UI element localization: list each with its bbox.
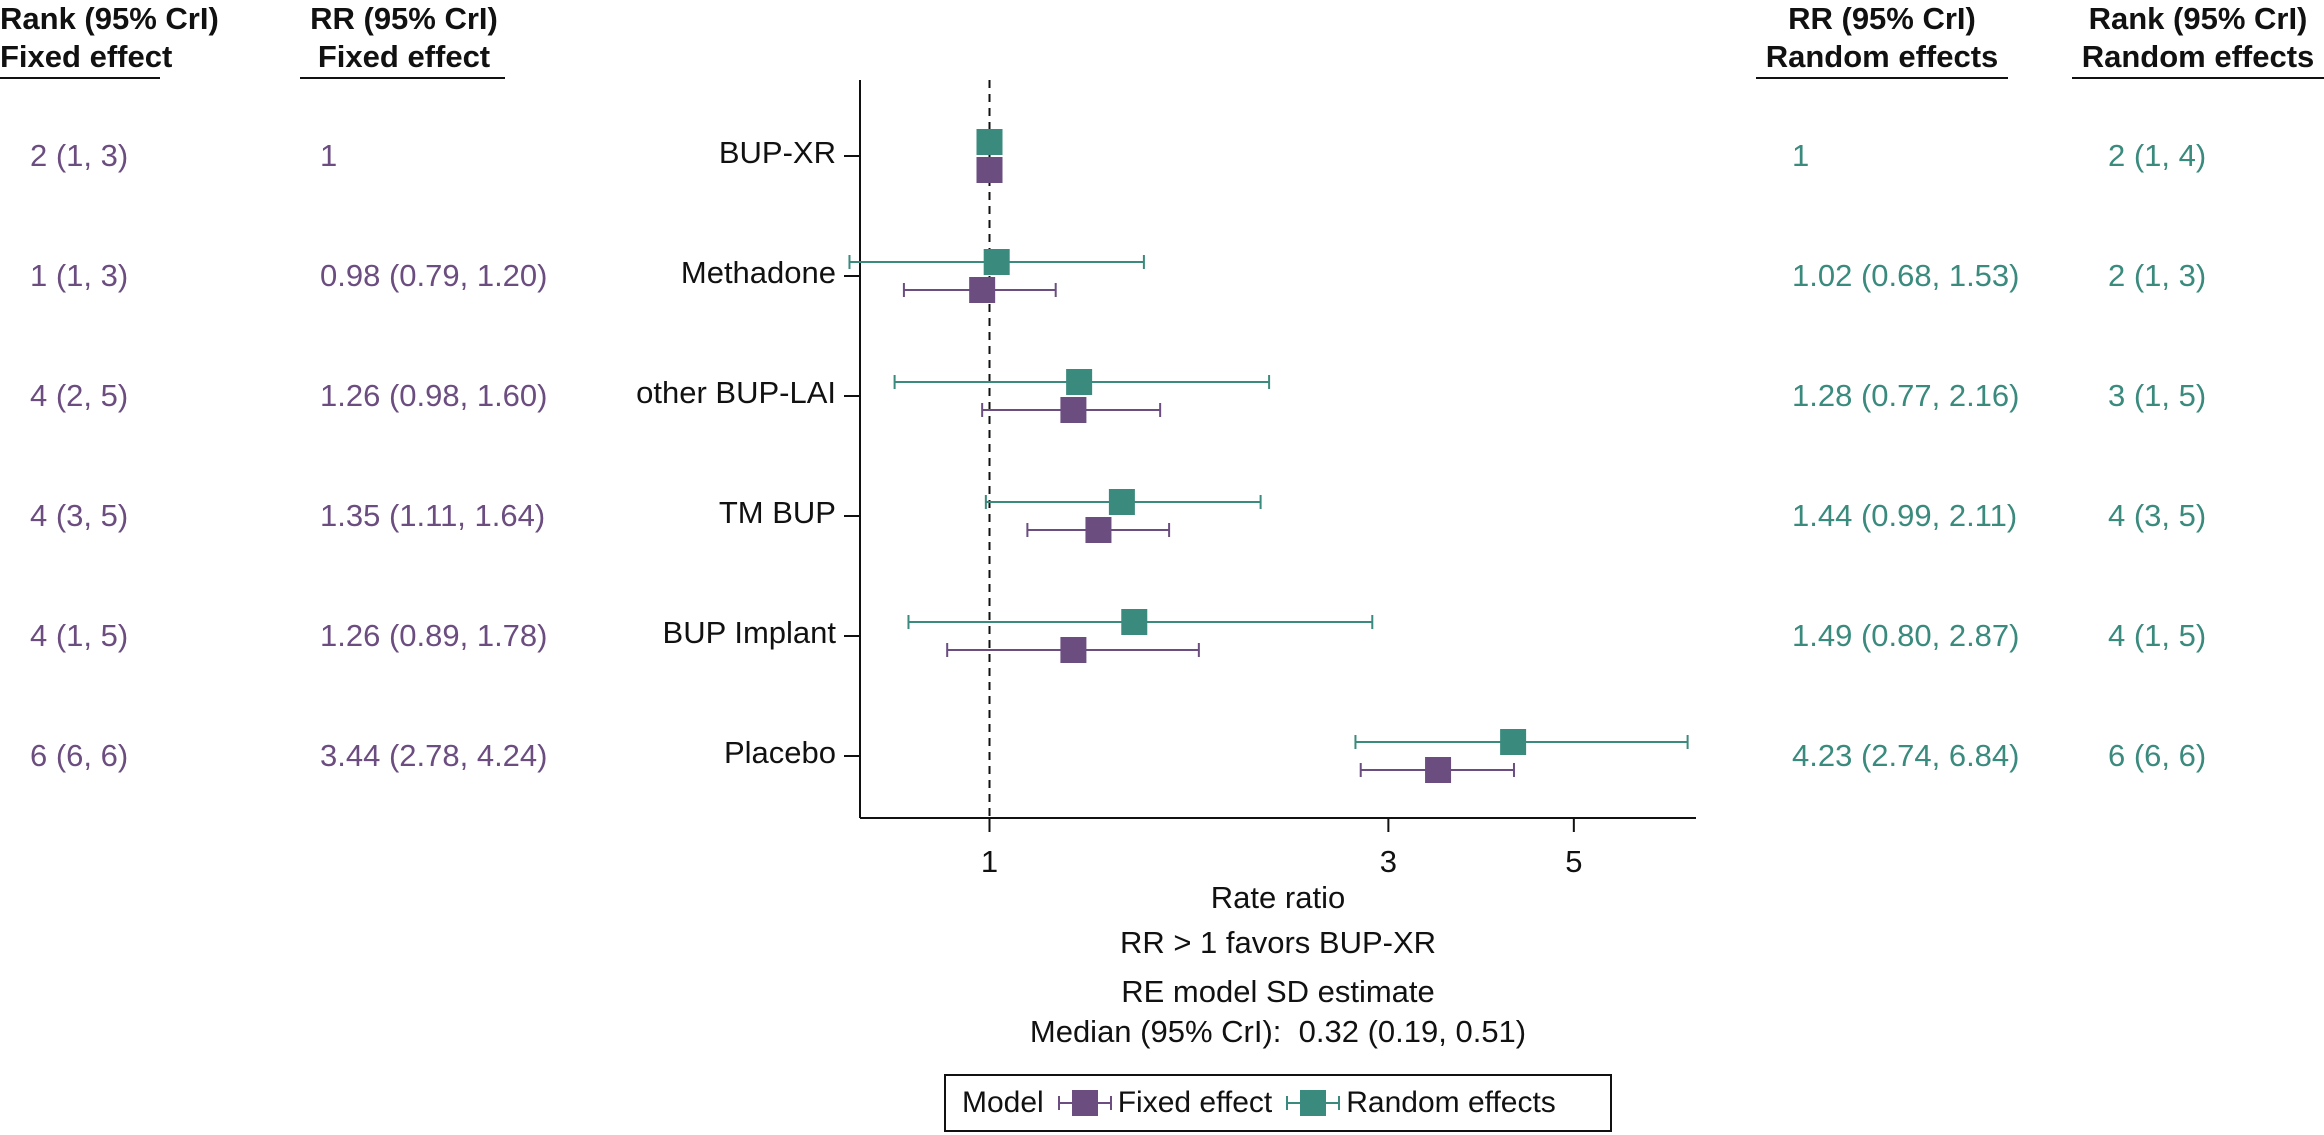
plot-marks	[844, 80, 1689, 832]
header-fixed-rr-rule	[300, 77, 505, 79]
random-rr-cell: 1.02 (0.68, 1.53)	[1792, 258, 2020, 293]
fixed-effect-point	[1060, 637, 1087, 663]
random-effects-point	[1066, 369, 1093, 395]
random-effects-point	[983, 249, 1010, 275]
fixed-rank-cell: 6 (6, 6)	[30, 738, 129, 773]
header-random-rr-line1: RR (95% CrI)	[1788, 1, 1976, 36]
fixed-effect-point	[1060, 397, 1087, 423]
legend-random-label: Random effects	[1346, 1086, 1556, 1119]
x-axis-title: Rate ratio	[1211, 880, 1345, 915]
legend-fixed-symbol	[1057, 1086, 1112, 1120]
random-rank-cell: 2 (1, 3)	[2108, 258, 2207, 293]
y-labels: BUP-XR Methadone other BUP-LAI TM BUP BU…	[636, 135, 836, 770]
random-rr-cell: 1.49 (0.80, 2.87)	[1792, 618, 2020, 653]
sd-estimate-value: Median (95% CrI): 0.32 (0.19, 0.51)	[1030, 1014, 1526, 1049]
fixed-effect-point	[969, 277, 996, 303]
random-effects-point	[1500, 729, 1527, 755]
plot-frame	[859, 80, 1696, 819]
y-tick-label: Methadone	[681, 255, 836, 290]
favors-note: RR > 1 favors BUP-XR	[1120, 925, 1436, 960]
y-tick-label: BUP Implant	[663, 615, 837, 650]
plot-notes: Rate ratio RR > 1 favors BUP-XR RE model…	[1030, 880, 1526, 1049]
fixed-rank-cell: 1 (1, 3)	[30, 258, 129, 293]
header-fixed-rr: RR (95% CrI) Fixed effect	[300, 0, 508, 76]
y-tick-label: Placebo	[724, 735, 836, 770]
header-random-rr-rule	[1756, 77, 2008, 79]
x-labels: 1 3 5	[981, 844, 1583, 879]
fixed-rr-cell: 1.26 (0.98, 1.60)	[320, 378, 548, 413]
header-fixed-rr-line2: Fixed effect	[317, 39, 491, 74]
fixed-rr-cell: 0.98 (0.79, 1.20)	[320, 258, 548, 293]
x-tick-label: 3	[1380, 844, 1397, 879]
fixed-effect-point	[1085, 517, 1112, 543]
fixed-rr-cell: 1	[320, 138, 338, 173]
header-fixed-rr-line1: RR (95% CrI)	[310, 1, 498, 36]
header-fixed-rank-line2: Fixed effect	[0, 39, 173, 74]
fixed-effect-point	[1425, 757, 1452, 783]
fixed-rr-cell: 1.35 (1.11, 1.64)	[320, 498, 546, 533]
legend-fixed-label: Fixed effect	[1117, 1086, 1273, 1119]
header-random-rank-line1: Rank (95% CrI)	[2088, 1, 2308, 36]
random-rr-cell: 4.23 (2.74, 6.84)	[1792, 738, 2020, 773]
header-random-rr-line2: Random effects	[1765, 39, 1999, 74]
random-rank-cell: 4 (1, 5)	[2108, 618, 2207, 653]
random-rank-cell: 4 (3, 5)	[2108, 498, 2207, 533]
y-tick-label: BUP-XR	[719, 135, 836, 170]
fixed-effect-point	[976, 157, 1003, 183]
header-random-rank: Rank (95% CrI) Random effects	[2072, 0, 2324, 76]
random-effects-point	[1121, 609, 1148, 635]
header-fixed-rank-rule	[0, 77, 160, 79]
random-rank-cell: 3 (1, 5)	[2108, 378, 2207, 413]
random-rank-cell: 6 (6, 6)	[2108, 738, 2207, 773]
fixed-rank-cell: 4 (1, 5)	[30, 618, 129, 653]
random-rank-cell: 2 (1, 4)	[2108, 138, 2207, 173]
fixed-rr-cell: 3.44 (2.78, 4.24)	[320, 738, 548, 773]
fixed-rr-cell: 1.26 (0.89, 1.78)	[320, 618, 548, 653]
x-tick-label: 5	[1565, 844, 1582, 879]
sd-estimate-title: RE model SD estimate	[1121, 974, 1435, 1009]
random-rr-cell: 1.28 (0.77, 2.16)	[1792, 378, 2020, 413]
header-random-rank-rule	[2072, 77, 2324, 79]
fixed-rank-cell: 4 (2, 5)	[30, 378, 129, 413]
fixed-rank-cell: 4 (3, 5)	[30, 498, 129, 533]
x-tick-label: 1	[981, 844, 998, 879]
random-rr-cell: 1	[1792, 138, 1810, 173]
header-random-rank-line2: Random effects	[2081, 39, 2315, 74]
legend-title: Model	[962, 1086, 1044, 1119]
legend-random-symbol	[1286, 1086, 1341, 1120]
legend: Model Fixed effect Random effects	[944, 1074, 1612, 1132]
y-tick-label: other BUP-LAI	[636, 375, 836, 410]
random-rr-cell: 1.44 (0.99, 2.11)	[1792, 498, 2018, 533]
random-effects-point	[1108, 489, 1135, 515]
y-tick-label: TM BUP	[719, 495, 836, 530]
random-effects-point	[976, 129, 1003, 155]
fixed-rank-cell: 2 (1, 3)	[30, 138, 129, 173]
header-random-rr: RR (95% CrI) Random effects	[1756, 0, 2008, 76]
